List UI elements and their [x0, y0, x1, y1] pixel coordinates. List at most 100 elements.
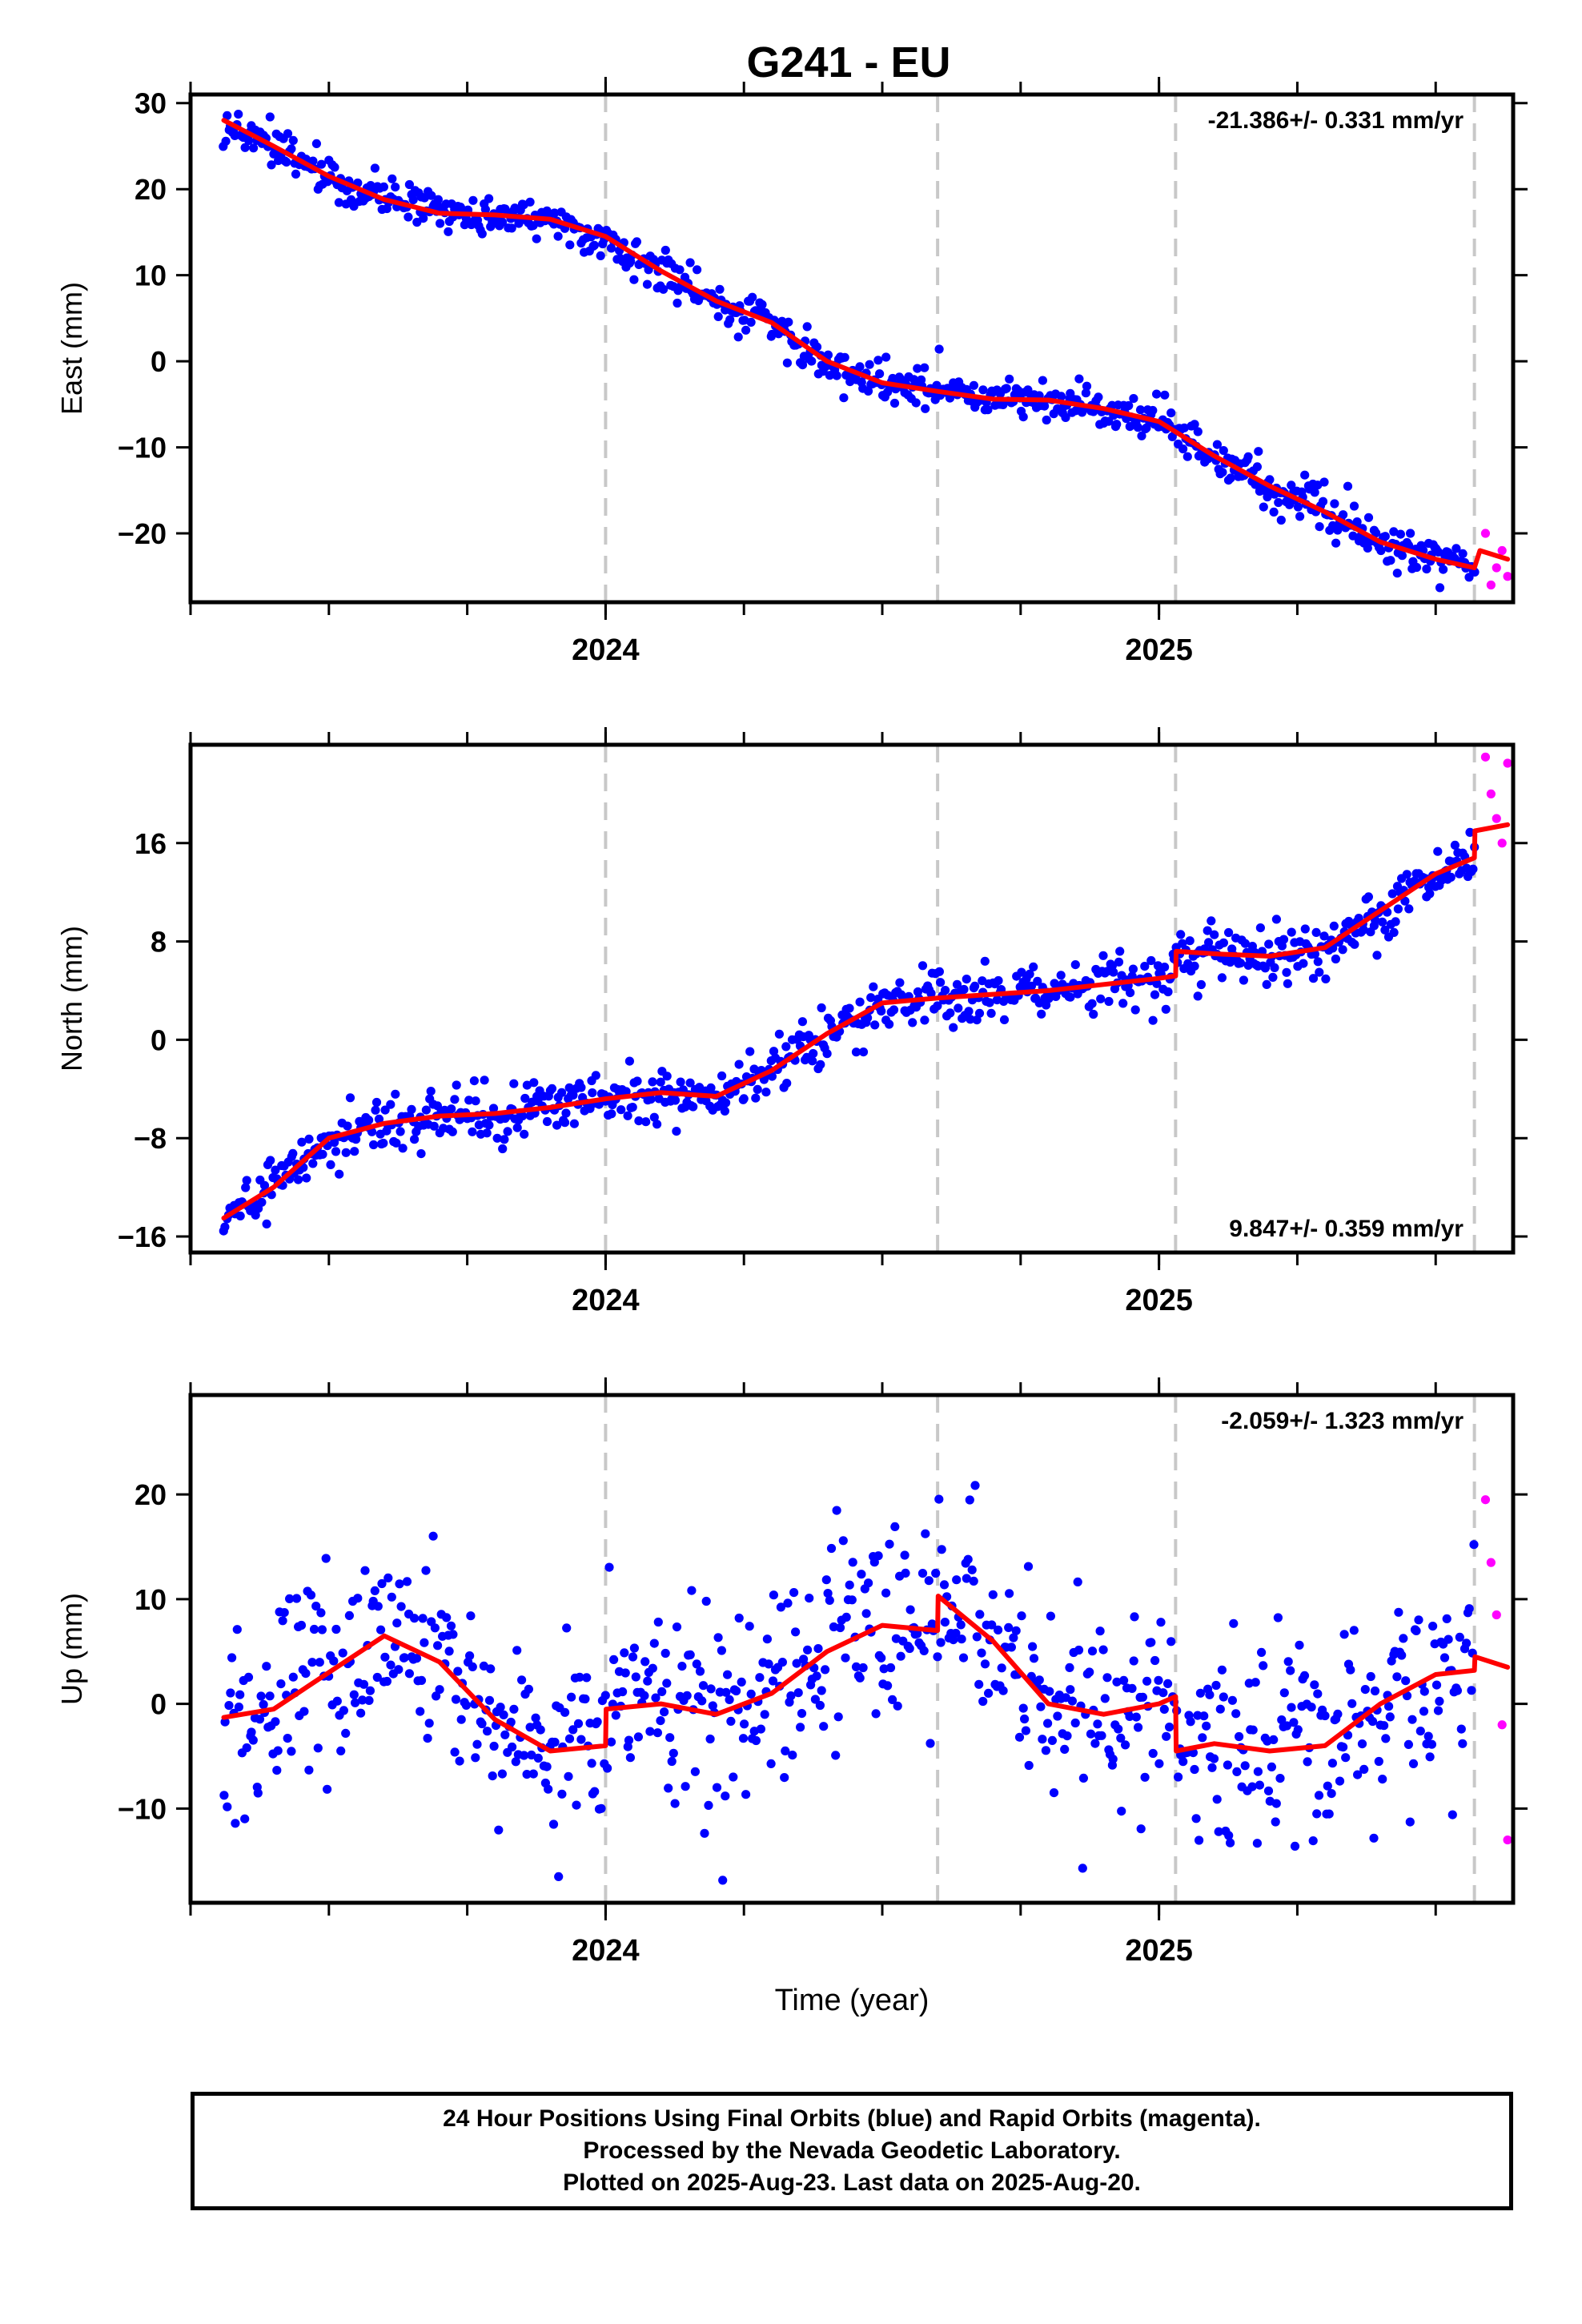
final-orbit-point [564, 1083, 574, 1092]
final-orbit-point [528, 1769, 538, 1779]
final-orbit-point [391, 1089, 400, 1099]
final-orbit-point [1446, 872, 1456, 882]
final-orbit-point [235, 1211, 245, 1220]
final-orbit-point [522, 1080, 532, 1090]
final-orbit-point [576, 1083, 586, 1092]
final-orbit-point [299, 1707, 309, 1716]
final-orbit-point [1378, 1775, 1387, 1784]
final-orbit-point [1127, 1683, 1137, 1693]
final-orbit-point [288, 1672, 298, 1682]
final-orbit-point [640, 1657, 650, 1667]
chart-title: G241 - EU [746, 38, 950, 86]
final-orbit-point [1333, 1709, 1343, 1719]
final-orbit-point [464, 1096, 474, 1105]
final-orbit-point [975, 1610, 985, 1619]
final-orbit-point [1108, 1755, 1118, 1764]
final-orbit-point [851, 1047, 861, 1057]
final-orbit-point [845, 1003, 854, 1013]
rapid-orbit-point [1480, 529, 1491, 538]
final-orbit-point [1469, 1540, 1479, 1550]
final-orbit-point [673, 298, 682, 308]
final-orbit-point [1327, 1789, 1336, 1799]
final-orbit-point [1104, 996, 1114, 1007]
final-orbit-point [1017, 1611, 1026, 1621]
final-orbit-point [244, 136, 254, 146]
final-orbit-point [997, 1663, 1006, 1673]
final-orbit-point [1037, 1009, 1046, 1019]
final-orbit-point [435, 1685, 444, 1695]
final-orbit-point [1154, 1759, 1164, 1768]
final-orbit-point [823, 1589, 833, 1598]
final-orbit-point [661, 245, 670, 255]
final-orbit-point [1041, 1746, 1050, 1755]
final-orbit-point [720, 1106, 730, 1116]
final-orbit-point [471, 1096, 480, 1106]
final-orbit-point [781, 1746, 790, 1755]
final-orbit-point [447, 1104, 456, 1114]
final-orbit-point [769, 1590, 779, 1600]
final-orbit-point [1142, 1676, 1152, 1686]
final-orbit-point [318, 1149, 327, 1159]
final-orbit-point [345, 1093, 355, 1103]
final-orbit-point [762, 1634, 773, 1644]
rapid-orbit-point [1497, 838, 1507, 848]
final-orbit-point [527, 1750, 536, 1760]
final-orbit-point [782, 358, 793, 368]
y-tick-label: −16 [118, 1220, 167, 1253]
final-orbit-point [575, 1672, 584, 1682]
final-orbit-point [739, 1094, 749, 1104]
final-orbit-point [670, 1096, 681, 1105]
final-orbit-point [1202, 1721, 1211, 1731]
final-orbit-point [807, 356, 817, 366]
final-orbit-point [1150, 990, 1160, 999]
final-orbit-point [297, 1137, 307, 1147]
final-orbit-point [621, 1087, 631, 1096]
final-orbit-point [1119, 1675, 1129, 1685]
final-orbit-point [1195, 1688, 1205, 1698]
final-orbit-point [231, 1819, 240, 1828]
final-orbit-point [287, 1747, 296, 1756]
final-orbit-point [1425, 889, 1435, 899]
final-orbit-point [726, 1716, 736, 1726]
final-orbit-point [1112, 420, 1122, 429]
final-orbit-point [913, 987, 923, 997]
final-orbit-point [1273, 1613, 1283, 1622]
final-orbit-point [606, 243, 616, 253]
final-orbit-point [792, 1659, 801, 1668]
final-orbit-point [687, 1586, 697, 1595]
final-orbit-point [642, 279, 652, 289]
final-orbit-point [418, 1614, 428, 1623]
final-orbit-point [1004, 1622, 1014, 1632]
final-orbit-point [1087, 1647, 1098, 1656]
final-orbit-point [1268, 972, 1278, 982]
final-orbit-point [848, 1558, 857, 1567]
final-orbit-point [1414, 1615, 1423, 1625]
final-orbit-point [821, 1575, 831, 1585]
final-orbit-point [576, 1735, 586, 1744]
final-orbit-point [1226, 473, 1235, 483]
final-orbit-point [600, 1691, 610, 1700]
final-orbit-point [1152, 389, 1162, 399]
final-orbit-point [499, 1710, 508, 1719]
final-orbit-point [588, 1088, 597, 1098]
final-orbit-point [1380, 925, 1390, 935]
final-orbit-point [784, 317, 793, 327]
final-orbit-point [1435, 1696, 1444, 1706]
final-orbit-point [693, 265, 702, 275]
final-orbit-point [1462, 1638, 1472, 1648]
final-orbit-point [1330, 499, 1339, 509]
final-orbit-point [1378, 917, 1387, 927]
final-orbit-point [921, 404, 930, 413]
final-orbit-point [1232, 1767, 1242, 1776]
final-orbit-point [857, 1570, 866, 1579]
final-orbit-point [1112, 1677, 1122, 1687]
footer-box: 24 Hour Positions Using Final Orbits (bl… [191, 2092, 1513, 2210]
final-orbit-point [466, 1611, 476, 1621]
final-orbit-point [1313, 1689, 1323, 1699]
final-orbit-point [712, 1783, 722, 1792]
final-orbit-point [1329, 921, 1339, 931]
final-orbit-point [1363, 892, 1373, 902]
final-orbit-point [1310, 488, 1319, 497]
final-orbit-point [891, 1634, 901, 1643]
final-orbit-point [497, 1769, 508, 1779]
